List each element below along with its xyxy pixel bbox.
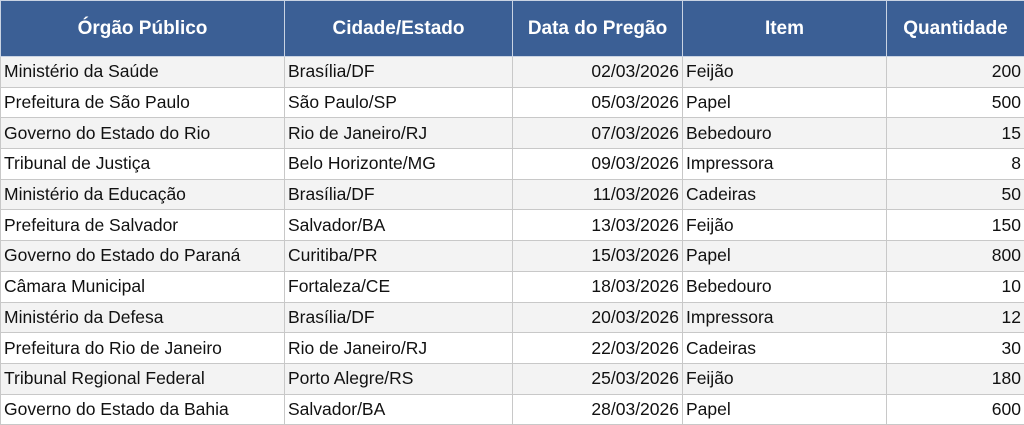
table-row: Governo do Estado da Bahia Salvador/BA 28/… (0, 393, 1024, 425)
cell-quantidade[interactable]: 180 (886, 362, 1024, 395)
cell-cidade[interactable]: Fortaleza/CE (284, 270, 513, 303)
cell-item[interactable]: Bebedouro (682, 117, 887, 150)
cell-orgao[interactable]: Ministério da Educação (0, 178, 285, 211)
cell-cidade[interactable]: Brasília/DF (284, 178, 513, 211)
cell-item[interactable]: Papel (682, 393, 887, 425)
table-row: Governo do Estado do Rio Rio de Janeiro/R… (0, 117, 1024, 150)
cell-cidade[interactable]: Salvador/BA (284, 393, 513, 425)
cell-data[interactable]: 09/03/2026 (512, 148, 683, 180)
table-row: Prefeitura de São Paulo São Paulo/SP 05/03… (0, 86, 1024, 119)
cell-quantidade[interactable]: 50 (886, 178, 1024, 211)
cell-quantidade[interactable]: 8 (886, 148, 1024, 180)
table-row: Tribunal de Justiça Belo Horizonte/MG 09/0… (0, 148, 1024, 180)
table-row: Governo do Estado do Paraná Curitiba/PR 15… (0, 240, 1024, 272)
header-orgao[interactable]: Órgão Público (0, 0, 285, 57)
cell-quantidade[interactable]: 150 (886, 209, 1024, 242)
cell-orgao[interactable]: Governo do Estado do Rio (0, 117, 285, 150)
header-data[interactable]: Data do Pregão (512, 0, 683, 57)
cell-quantidade[interactable]: 800 (886, 240, 1024, 272)
header-cidade[interactable]: Cidade/Estado (284, 0, 513, 57)
cell-item[interactable]: Feijão (682, 56, 887, 88)
header-quantidade[interactable]: Quantidade (886, 0, 1024, 57)
cell-cidade[interactable]: Rio de Janeiro/RJ (284, 117, 513, 150)
cell-item[interactable]: Impressora (682, 301, 887, 334)
cell-orgao[interactable]: Tribunal de Justiça (0, 148, 285, 180)
cell-item[interactable]: Papel (682, 86, 887, 119)
header-item[interactable]: Item (682, 0, 887, 57)
cell-data[interactable]: 15/03/2026 (512, 240, 683, 272)
cell-cidade[interactable]: Brasília/DF (284, 301, 513, 334)
cell-data[interactable]: 28/03/2026 (512, 393, 683, 425)
table-row: Tribunal Regional Federal Porto Alegre/RS… (0, 362, 1024, 395)
table-row: Prefeitura do Rio de Janeiro Rio de Janei… (0, 332, 1024, 364)
cell-quantidade[interactable]: 10 (886, 270, 1024, 303)
cell-orgao[interactable]: Câmara Municipal (0, 270, 285, 303)
table-row: Prefeitura de Salvador Salvador/BA 13/03/2… (0, 209, 1024, 242)
cell-data[interactable]: 18/03/2026 (512, 270, 683, 303)
cell-quantidade[interactable]: 12 (886, 301, 1024, 334)
cell-cidade[interactable]: Brasília/DF (284, 56, 513, 88)
cell-cidade[interactable]: Porto Alegre/RS (284, 362, 513, 395)
header-row: Órgão Público Cidade/Estado Data do Preg… (0, 0, 1024, 57)
cell-data[interactable]: 07/03/2026 (512, 117, 683, 150)
cell-cidade[interactable]: Rio de Janeiro/RJ (284, 332, 513, 364)
cell-data[interactable]: 25/03/2026 (512, 362, 683, 395)
cell-data[interactable]: 11/03/2026 (512, 178, 683, 211)
cell-orgao[interactable]: Prefeitura de São Paulo (0, 86, 285, 119)
cell-quantidade[interactable]: 600 (886, 393, 1024, 425)
table-row: Câmara Municipal Fortaleza/CE 18/03/2026 Be… (0, 270, 1024, 303)
cell-item[interactable]: Feijão (682, 209, 887, 242)
cell-orgao[interactable]: Prefeitura do Rio de Janeiro (0, 332, 285, 364)
cell-quantidade[interactable]: 500 (886, 86, 1024, 119)
cell-cidade[interactable]: São Paulo/SP (284, 86, 513, 119)
cell-data[interactable]: 05/03/2026 (512, 86, 683, 119)
cell-cidade[interactable]: Belo Horizonte/MG (284, 148, 513, 180)
cell-data[interactable]: 22/03/2026 (512, 332, 683, 364)
cell-quantidade[interactable]: 30 (886, 332, 1024, 364)
cell-cidade[interactable]: Salvador/BA (284, 209, 513, 242)
cell-orgao[interactable]: Tribunal Regional Federal (0, 362, 285, 395)
cell-orgao[interactable]: Ministério da Defesa (0, 301, 285, 334)
cell-quantidade[interactable]: 200 (886, 56, 1024, 88)
cell-item[interactable]: Impressora (682, 148, 887, 180)
cell-orgao[interactable]: Ministério da Saúde (0, 56, 285, 88)
table-row: Ministério da Educação Brasília/DF 11/03/2… (0, 178, 1024, 211)
cell-item[interactable]: Feijão (682, 362, 887, 395)
cell-orgao[interactable]: Prefeitura de Salvador (0, 209, 285, 242)
table-row: Ministério da Defesa Brasília/DF 20/03/202… (0, 301, 1024, 334)
cell-item[interactable]: Cadeiras (682, 178, 887, 211)
cell-orgao[interactable]: Governo do Estado do Paraná (0, 240, 285, 272)
cell-item[interactable]: Bebedouro (682, 270, 887, 303)
cell-data[interactable]: 20/03/2026 (512, 301, 683, 334)
cell-quantidade[interactable]: 15 (886, 117, 1024, 150)
cell-item[interactable]: Papel (682, 240, 887, 272)
cell-orgao[interactable]: Governo do Estado da Bahia (0, 393, 285, 425)
cell-item[interactable]: Cadeiras (682, 332, 887, 364)
table-row: Ministério da Saúde Brasília/DF 02/03/2026… (0, 56, 1024, 88)
cell-data[interactable]: 02/03/2026 (512, 56, 683, 88)
cell-data[interactable]: 13/03/2026 (512, 209, 683, 242)
cell-cidade[interactable]: Curitiba/PR (284, 240, 513, 272)
